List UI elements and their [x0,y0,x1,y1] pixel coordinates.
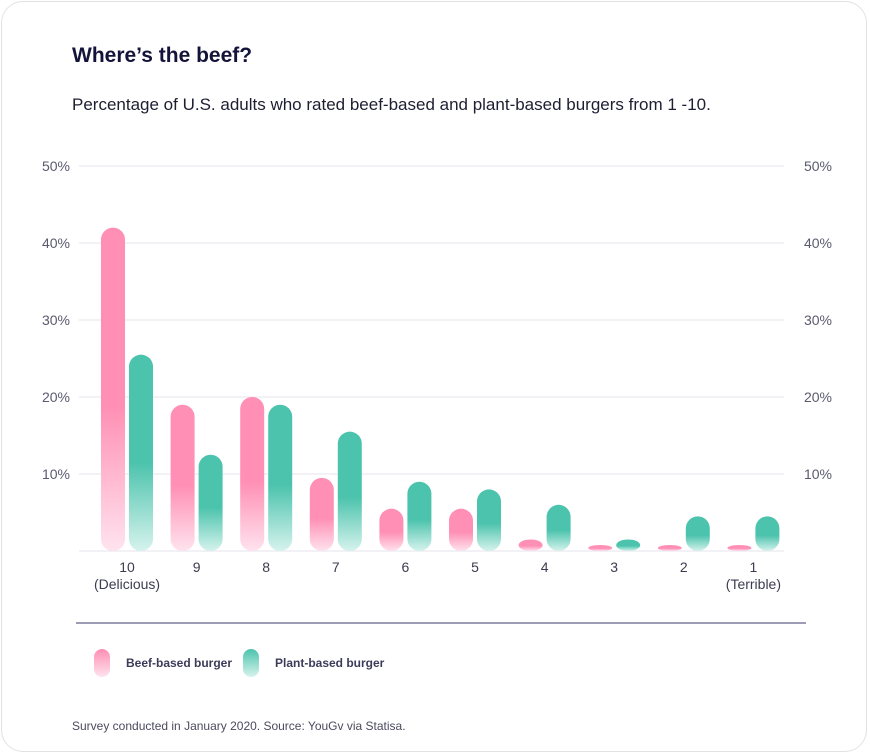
bar-beef-3 [588,545,613,551]
x-label-6: 6 [402,559,410,575]
y-tick-right: 10% [804,466,832,482]
legend-swatch-beef [94,649,110,677]
y-tick-left: 40% [42,235,70,251]
legend-swatch-plant [243,649,259,677]
bar-plant-1 [755,516,780,551]
x-label-3: 3 [610,559,618,575]
y-tick-right: 40% [804,235,832,251]
x-sublabel-10: (Delicious) [94,576,160,592]
bar-plant-9 [198,454,223,551]
bar-plant-8 [268,404,293,551]
bar-beef-5 [449,508,473,551]
bar-plant-5 [477,489,501,551]
bar-plant-4 [546,504,571,551]
bar-plant-7 [337,431,362,551]
grid-lines [79,165,784,552]
bar-plant-2 [685,516,710,551]
bar-plant-3 [616,539,641,551]
bar-beef-1 [727,545,752,551]
y-axis-ticks: 10% 10% 20% 20% 30% 30% 40% 40% 50% 50% [42,158,832,482]
x-label-5: 5 [471,559,479,575]
x-sublabel-1: (Terrible) [726,576,781,592]
y-tick-right: 30% [804,312,832,328]
bar-beef-10 [101,227,125,551]
y-tick-right: 20% [804,389,832,405]
y-tick-left: 20% [42,389,70,405]
legend-label-plant: Plant-based burger [275,656,385,670]
legend: Beef-based burger Plant-based burger [94,649,385,677]
bar-beef-9 [170,404,195,551]
bar-beef-7 [309,477,334,551]
bar-beef-8 [240,397,265,551]
chart-title: Where’s the beef? [72,44,253,67]
x-label-9: 9 [193,559,201,575]
y-tick-left: 50% [42,158,70,174]
y-tick-left: 30% [42,312,70,328]
chart-subtitle: Percentage of U.S. adults who rated beef… [72,95,711,114]
x-label-8: 8 [262,559,270,575]
source-note: Survey conducted in January 2020. Source… [72,719,406,733]
y-tick-right: 50% [804,158,832,174]
bar-plant-10 [129,354,153,551]
x-label-2: 2 [680,559,688,575]
bar-beef-2 [657,545,682,551]
x-label-1: 1 [750,559,758,575]
bar-beef-6 [379,508,404,551]
y-tick-left: 10% [42,466,70,482]
x-label-7: 7 [332,559,340,575]
bar-plant-6 [407,481,432,551]
legend-label-beef: Beef-based burger [126,656,232,670]
x-label-4: 4 [541,559,549,575]
x-label-10: 10 [119,559,135,575]
bars [101,227,780,551]
bar-beef-4 [518,539,543,551]
x-axis-labels: 10(Delicious) 9 8 7 6 5 4 3 2 1(Terrible) [94,559,781,592]
